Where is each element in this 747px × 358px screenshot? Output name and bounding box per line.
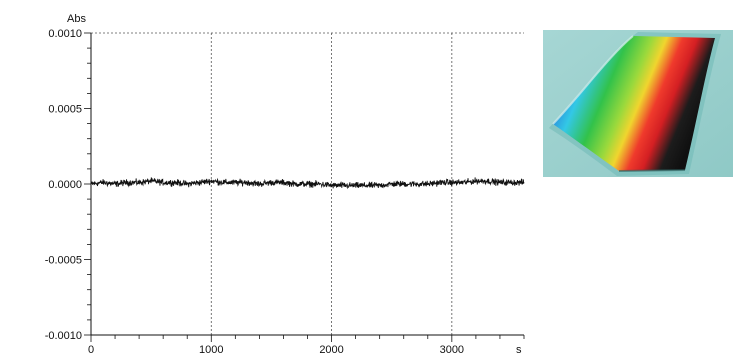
series-group: [90, 177, 525, 190]
y-axis-ticks: 0.0010 0.0005 0.0000 -0.0005 -0.0010: [45, 28, 91, 342]
y-axis-unit: Abs: [67, 13, 86, 25]
x-tick-label: 2000: [319, 344, 343, 356]
x-axis-unit: s: [516, 344, 522, 356]
x-tick-label: 3000: [440, 344, 464, 356]
x-axis-ticks: 0 1000 2000 3000: [88, 335, 525, 356]
y-tick-label: 0.0000: [48, 179, 82, 191]
y-tick-label: -0.0005: [45, 255, 82, 267]
rainbow-glass-photo: [543, 30, 733, 177]
x-tick-label: 0: [88, 344, 94, 356]
y-tick-label: 0.0005: [48, 104, 82, 116]
chart-grid: [91, 32, 524, 335]
absorbance-series-line: [90, 177, 525, 190]
y-tick-label: -0.0010: [45, 330, 82, 342]
y-tick-label: 0.0010: [48, 28, 82, 40]
x-tick-label: 1000: [199, 344, 223, 356]
